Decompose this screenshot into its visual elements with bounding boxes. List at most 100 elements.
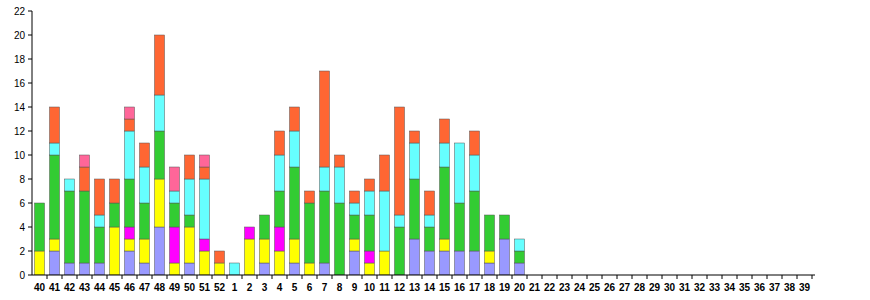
bar-segment — [320, 263, 330, 275]
bar-segment — [305, 263, 315, 275]
x-tick-label: 31 — [679, 282, 691, 293]
x-tick — [62, 275, 63, 279]
bar-segment — [125, 251, 135, 275]
bar-segment — [365, 179, 375, 191]
bar-segment — [350, 203, 360, 215]
x-tick — [317, 275, 318, 279]
bar-segment — [50, 155, 60, 239]
bar-segment — [125, 227, 135, 239]
bar-segment — [500, 215, 510, 216]
bar-segment — [320, 167, 330, 191]
bar-segment — [185, 155, 195, 179]
bar-segment — [275, 131, 285, 155]
y-tick-label: 20 — [14, 30, 26, 41]
bar-segment — [365, 191, 375, 215]
bar-segment — [215, 251, 225, 252]
bar-segment — [95, 179, 105, 215]
bar-segment — [440, 251, 450, 275]
bar-segment — [125, 131, 135, 179]
bar-segment — [485, 215, 495, 216]
x-tick — [602, 275, 603, 279]
x-tick — [452, 275, 453, 279]
x-tick-label: 6 — [307, 282, 313, 293]
x-tick-label: 44 — [94, 282, 106, 293]
bar-segment — [485, 251, 495, 263]
bar-segment — [350, 239, 360, 251]
x-tick-label: 40 — [34, 282, 46, 293]
bar-segment — [125, 119, 135, 131]
bar-segment — [260, 215, 270, 216]
y-tick-label: 22 — [14, 6, 26, 17]
bar-segment — [155, 35, 165, 95]
x-tick-label: 8 — [337, 282, 343, 293]
bar-segment — [485, 215, 495, 251]
x-tick — [242, 275, 243, 279]
x-tick — [377, 275, 378, 279]
bar-segment — [365, 215, 375, 251]
x-tick-label: 19 — [499, 282, 511, 293]
bar-segment — [35, 203, 45, 251]
bar-segment — [200, 155, 210, 167]
x-tick — [92, 275, 93, 279]
bar-segment — [80, 167, 90, 191]
y-tick — [28, 59, 32, 60]
x-tick — [407, 275, 408, 279]
x-tick-label: 2 — [247, 282, 253, 293]
bar-segment — [65, 179, 75, 180]
bar-segment — [185, 155, 195, 156]
bar-segment — [185, 263, 195, 275]
bar-segment — [110, 203, 120, 227]
x-tick — [212, 275, 213, 279]
x-tick-label: 14 — [424, 282, 436, 293]
y-tick — [28, 35, 32, 36]
y-tick-label: 2 — [19, 246, 25, 257]
bar-segment — [155, 179, 165, 227]
x-tick — [767, 275, 768, 279]
bar-segment — [440, 119, 450, 120]
x-tick-label: 16 — [454, 282, 466, 293]
bar-segment — [125, 107, 135, 119]
bar-segment — [50, 107, 60, 108]
bar-segment — [185, 179, 195, 215]
bar-segment — [140, 167, 150, 203]
bar-segment — [380, 155, 390, 191]
bar-segment — [80, 263, 90, 275]
x-tick — [272, 275, 273, 279]
bar-segment — [515, 263, 525, 275]
bar-segment — [290, 107, 300, 108]
bar-segment — [500, 215, 510, 216]
x-tick-label: 50 — [184, 282, 196, 293]
x-tick — [812, 275, 813, 279]
bar-segment — [305, 191, 315, 192]
bar-segment — [125, 239, 135, 251]
x-tick — [527, 275, 528, 279]
y-tick-label: 12 — [14, 126, 26, 137]
bar-segment — [140, 143, 150, 167]
x-tick-label: 18 — [484, 282, 496, 293]
chart: 0246810121416182022404142434445464748495… — [0, 0, 870, 300]
bar-segment — [50, 239, 60, 251]
bar-segment — [455, 203, 465, 251]
y-tick — [28, 227, 32, 228]
x-tick-label: 12 — [394, 282, 406, 293]
bar-segment — [485, 263, 495, 275]
y-tick-label: 0 — [19, 270, 25, 281]
x-tick — [257, 275, 258, 279]
bar-segment — [245, 227, 255, 228]
x-tick-label: 37 — [769, 282, 781, 293]
bar-segment — [365, 263, 375, 275]
x-tick-label: 46 — [124, 282, 136, 293]
bar-segment — [395, 227, 405, 275]
x-tick-label: 24 — [574, 282, 586, 293]
x-axis — [32, 275, 815, 276]
x-tick-label: 47 — [139, 282, 151, 293]
x-tick-label: 23 — [559, 282, 571, 293]
bar-segment — [185, 227, 195, 263]
x-tick — [182, 275, 183, 279]
bar-segment — [425, 215, 435, 227]
x-tick-label: 3 — [262, 282, 268, 293]
x-tick-label: 27 — [619, 282, 631, 293]
x-tick-label: 13 — [409, 282, 421, 293]
bar-segment — [470, 131, 480, 132]
bar-segment — [290, 167, 300, 239]
